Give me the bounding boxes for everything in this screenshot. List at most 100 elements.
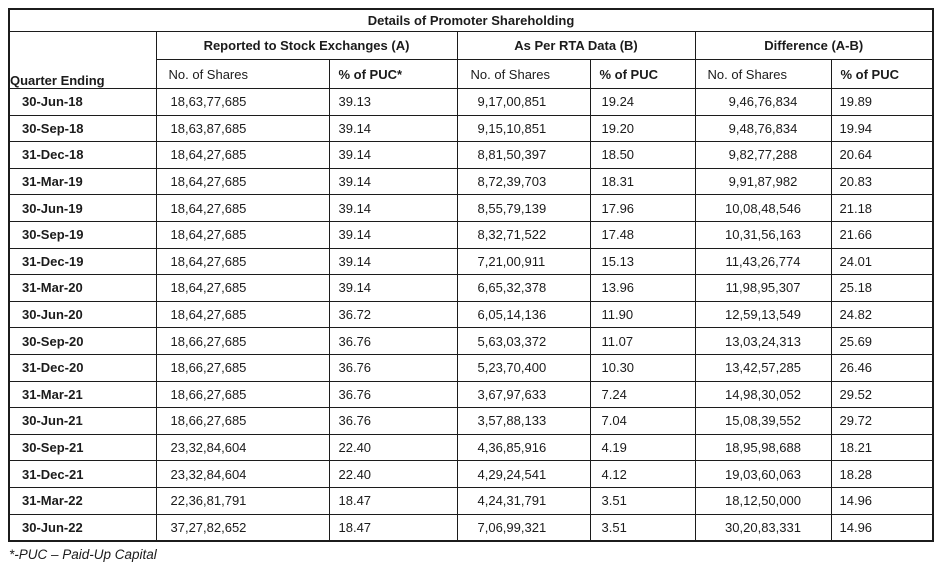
reported-shares-cell: 18,63,87,685 — [155, 114, 330, 143]
quarter-cell: 30-Sep-21 — [8, 433, 157, 462]
quarter-cell: 31-Dec-21 — [8, 460, 157, 488]
difference-puc-cell: 20.64 — [830, 141, 934, 169]
difference-shares-cell: 30,20,83,331 — [694, 513, 832, 542]
promoter-shareholding-table: Details of Promoter Shareholding Quarter… — [8, 8, 935, 543]
reported-puc-cell: 22.40 — [328, 460, 458, 488]
reported-puc-cell: 39.14 — [328, 194, 458, 222]
table-body: 30-Jun-18 18,63,77,685 39.13 9,17,00,851 19.… — [8, 88, 934, 542]
difference-puc-cell: 19.94 — [830, 114, 934, 143]
table-row: 30-Jun-19 18,64,27,685 39.14 8,55,79,139 17.… — [8, 194, 934, 222]
rta-puc-cell: 4.12 — [589, 460, 696, 488]
reported-shares-cell: 18,64,27,685 — [155, 194, 330, 222]
column-header-b-shares: No. of Shares — [456, 59, 591, 89]
difference-puc-cell: 24.82 — [830, 300, 934, 329]
reported-puc-cell: 39.14 — [328, 114, 458, 143]
rta-puc-cell: 17.48 — [589, 220, 696, 249]
rta-puc-cell: 3.51 — [589, 486, 696, 515]
quarter-cell: 31-Mar-19 — [8, 167, 157, 196]
reported-puc-cell: 39.14 — [328, 167, 458, 196]
quarter-cell: 31-Dec-20 — [8, 353, 157, 382]
table-row: 30-Sep-21 23,32,84,604 22.40 4,36,85,916 4.1… — [8, 433, 934, 462]
table-row: 30-Jun-20 18,64,27,685 36.72 6,05,14,136 11.… — [8, 300, 934, 329]
reported-shares-cell: 18,64,27,685 — [155, 274, 330, 302]
difference-shares-cell: 10,08,48,546 — [694, 194, 832, 222]
rta-shares-cell: 9,17,00,851 — [456, 88, 591, 116]
difference-shares-cell: 10,31,56,163 — [694, 220, 832, 249]
reported-puc-cell: 36.76 — [328, 327, 458, 355]
quarter-cell: 30-Jun-19 — [8, 194, 157, 222]
rta-shares-cell: 8,55,79,139 — [456, 194, 591, 222]
reported-shares-cell: 23,32,84,604 — [155, 433, 330, 462]
quarter-cell: 30-Sep-18 — [8, 114, 157, 143]
sub-header-row: No. of Shares % of PUC* No. of Shares % … — [9, 59, 934, 89]
difference-puc-cell: 29.52 — [830, 380, 934, 409]
difference-puc-cell: 14.96 — [830, 513, 934, 542]
rta-puc-cell: 10.30 — [589, 353, 696, 382]
reported-shares-cell: 18,64,27,685 — [155, 247, 330, 276]
rta-puc-cell: 19.20 — [589, 114, 696, 143]
table-row: 31-Dec-21 23,32,84,604 22.40 4,29,24,541 4.1… — [8, 460, 934, 488]
quarter-cell: 31-Mar-20 — [8, 274, 157, 302]
rta-shares-cell: 9,15,10,851 — [456, 114, 591, 143]
reported-puc-cell: 36.72 — [328, 300, 458, 329]
table-row: 30-Sep-20 18,66,27,685 36.76 5,63,03,372 11.… — [8, 327, 934, 355]
difference-puc-cell: 25.18 — [830, 274, 934, 302]
column-header-quarter-ending: Quarter Ending — [8, 31, 157, 89]
column-header-diff-puc: % of PUC — [830, 59, 934, 89]
reported-shares-cell: 22,36,81,791 — [155, 486, 330, 515]
difference-puc-cell: 21.66 — [830, 220, 934, 249]
rta-shares-cell: 5,63,03,372 — [456, 327, 591, 355]
reported-shares-cell: 18,66,27,685 — [155, 353, 330, 382]
table-row: 31-Mar-21 18,66,27,685 36.76 3,67,97,633 7.2… — [8, 380, 934, 409]
difference-shares-cell: 12,59,13,549 — [694, 300, 832, 329]
difference-shares-cell: 15,08,39,552 — [694, 407, 832, 435]
rta-puc-cell: 18.50 — [589, 141, 696, 169]
quarter-cell: 30-Jun-20 — [8, 300, 157, 329]
rta-shares-cell: 6,05,14,136 — [456, 300, 591, 329]
quarter-cell: 30-Sep-20 — [8, 327, 157, 355]
reported-shares-cell: 18,64,27,685 — [155, 220, 330, 249]
rta-puc-cell: 15.13 — [589, 247, 696, 276]
rta-shares-cell: 3,67,97,633 — [456, 380, 591, 409]
reported-puc-cell: 36.76 — [328, 353, 458, 382]
table-row: 31-Dec-18 18,64,27,685 39.14 8,81,50,397 18.… — [8, 141, 934, 169]
difference-shares-cell: 9,46,76,834 — [694, 88, 832, 116]
difference-shares-cell: 18,12,50,000 — [694, 486, 832, 515]
table-row: 30-Jun-18 18,63,77,685 39.13 9,17,00,851 19.… — [8, 88, 934, 116]
difference-puc-cell: 14.96 — [830, 486, 934, 515]
rta-shares-cell: 7,21,00,911 — [456, 247, 591, 276]
rta-puc-cell: 7.04 — [589, 407, 696, 435]
quarter-cell: 31-Mar-22 — [8, 486, 157, 515]
puc-footnote: *-PUC – Paid-Up Capital — [9, 547, 157, 562]
column-header-a-puc: % of PUC* — [328, 59, 458, 89]
difference-puc-cell: 18.21 — [830, 433, 934, 462]
reported-shares-cell: 18,64,27,685 — [155, 141, 330, 169]
difference-puc-cell: 21.18 — [830, 194, 934, 222]
reported-shares-cell: 18,66,27,685 — [155, 407, 330, 435]
difference-shares-cell: 14,98,30,052 — [694, 380, 832, 409]
table-row: 30-Jun-21 18,66,27,685 36.76 3,57,88,133 7.0… — [8, 407, 934, 435]
rta-shares-cell: 8,81,50,397 — [456, 141, 591, 169]
reported-puc-cell: 18.47 — [328, 513, 458, 542]
reported-puc-cell: 39.14 — [328, 141, 458, 169]
reported-puc-cell: 36.76 — [328, 380, 458, 409]
quarter-cell: 30-Jun-18 — [8, 88, 157, 116]
table-row: 31-Dec-20 18,66,27,685 36.76 5,23,70,400 10.… — [8, 353, 934, 382]
difference-puc-cell: 25.69 — [830, 327, 934, 355]
reported-puc-cell: 36.76 — [328, 407, 458, 435]
rta-shares-cell: 7,06,99,321 — [456, 513, 591, 542]
quarter-cell: 30-Jun-21 — [8, 407, 157, 435]
difference-shares-cell: 13,42,57,285 — [694, 353, 832, 382]
difference-puc-cell: 26.46 — [830, 353, 934, 382]
difference-shares-cell: 18,95,98,688 — [694, 433, 832, 462]
rta-puc-cell: 11.07 — [589, 327, 696, 355]
reported-shares-cell: 18,63,77,685 — [155, 88, 330, 116]
rta-shares-cell: 8,72,39,703 — [456, 167, 591, 196]
rta-shares-cell: 4,24,31,791 — [456, 486, 591, 515]
table-row: 30-Sep-19 18,64,27,685 39.14 8,32,71,522 17.… — [8, 220, 934, 249]
rta-puc-cell: 13.96 — [589, 274, 696, 302]
rta-puc-cell: 17.96 — [589, 194, 696, 222]
table-row: 30-Jun-22 37,27,82,652 18.47 7,06,99,321 3.5… — [8, 513, 934, 542]
table-row: 31-Mar-20 18,64,27,685 39.14 6,65,32,378 13.… — [8, 274, 934, 302]
